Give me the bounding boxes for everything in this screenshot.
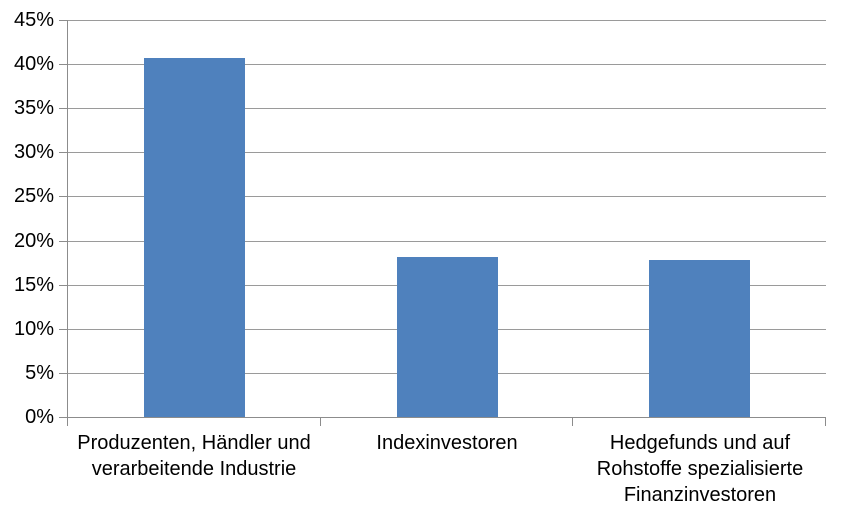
gridline [68,108,826,109]
bar [397,257,498,417]
y-axis-tick [59,373,67,374]
gridline [68,196,826,197]
x-axis-tick [572,418,573,426]
y-axis-tick-label: 45% [13,9,54,31]
x-axis-category-label: Produzenten, Händler und verarbeitende In… [68,430,320,482]
x-axis-category-label-line: verarbeitende Industrie [91,458,297,480]
x-axis-category-label: Indexinvestoren [321,430,573,456]
y-axis-tick [59,417,67,418]
y-axis-tick-label: 0% [25,406,54,428]
y-axis-tick [59,329,67,330]
x-axis-category-label-line: Finanzinvestoren [623,484,777,506]
y-axis-tick [59,241,67,242]
x-axis-category-label-line: Produzenten, Händler und [77,432,311,454]
x-axis-category-label-line: Indexinvestoren [376,432,518,454]
y-axis-tick [59,196,67,197]
bar [649,260,750,417]
gridline [68,20,826,21]
y-axis-tick [59,152,67,153]
x-axis-category-label: Hedgefunds und auf Rohstoffe spezialisier… [574,430,826,508]
y-axis-tick [59,108,67,109]
y-axis-tick [59,64,67,65]
x-axis-category-label-line: Rohstoffe spezialisierte [596,458,804,480]
y-axis-tick [59,20,67,21]
gridline [68,64,826,65]
gridline [68,241,826,242]
bar [144,58,245,417]
y-axis-tick-label: 30% [13,141,54,163]
y-axis-tick-label: 25% [13,185,54,207]
y-axis-tick-label: 40% [13,53,54,75]
y-axis-line [67,20,68,417]
y-axis-tick-label: 15% [13,274,54,296]
gridline [68,152,826,153]
y-axis-tick-label: 35% [13,97,54,119]
x-axis-line [67,417,826,418]
y-axis-tick-label: 10% [13,318,54,340]
y-axis-tick-label: 5% [25,362,54,384]
y-axis-tick-label: 20% [13,230,54,252]
y-axis-tick [59,285,67,286]
x-axis-tick [825,418,826,426]
x-axis-category-label-line: Hedgefunds und auf [609,432,791,454]
x-axis-tick [67,418,68,426]
x-axis-tick [320,418,321,426]
